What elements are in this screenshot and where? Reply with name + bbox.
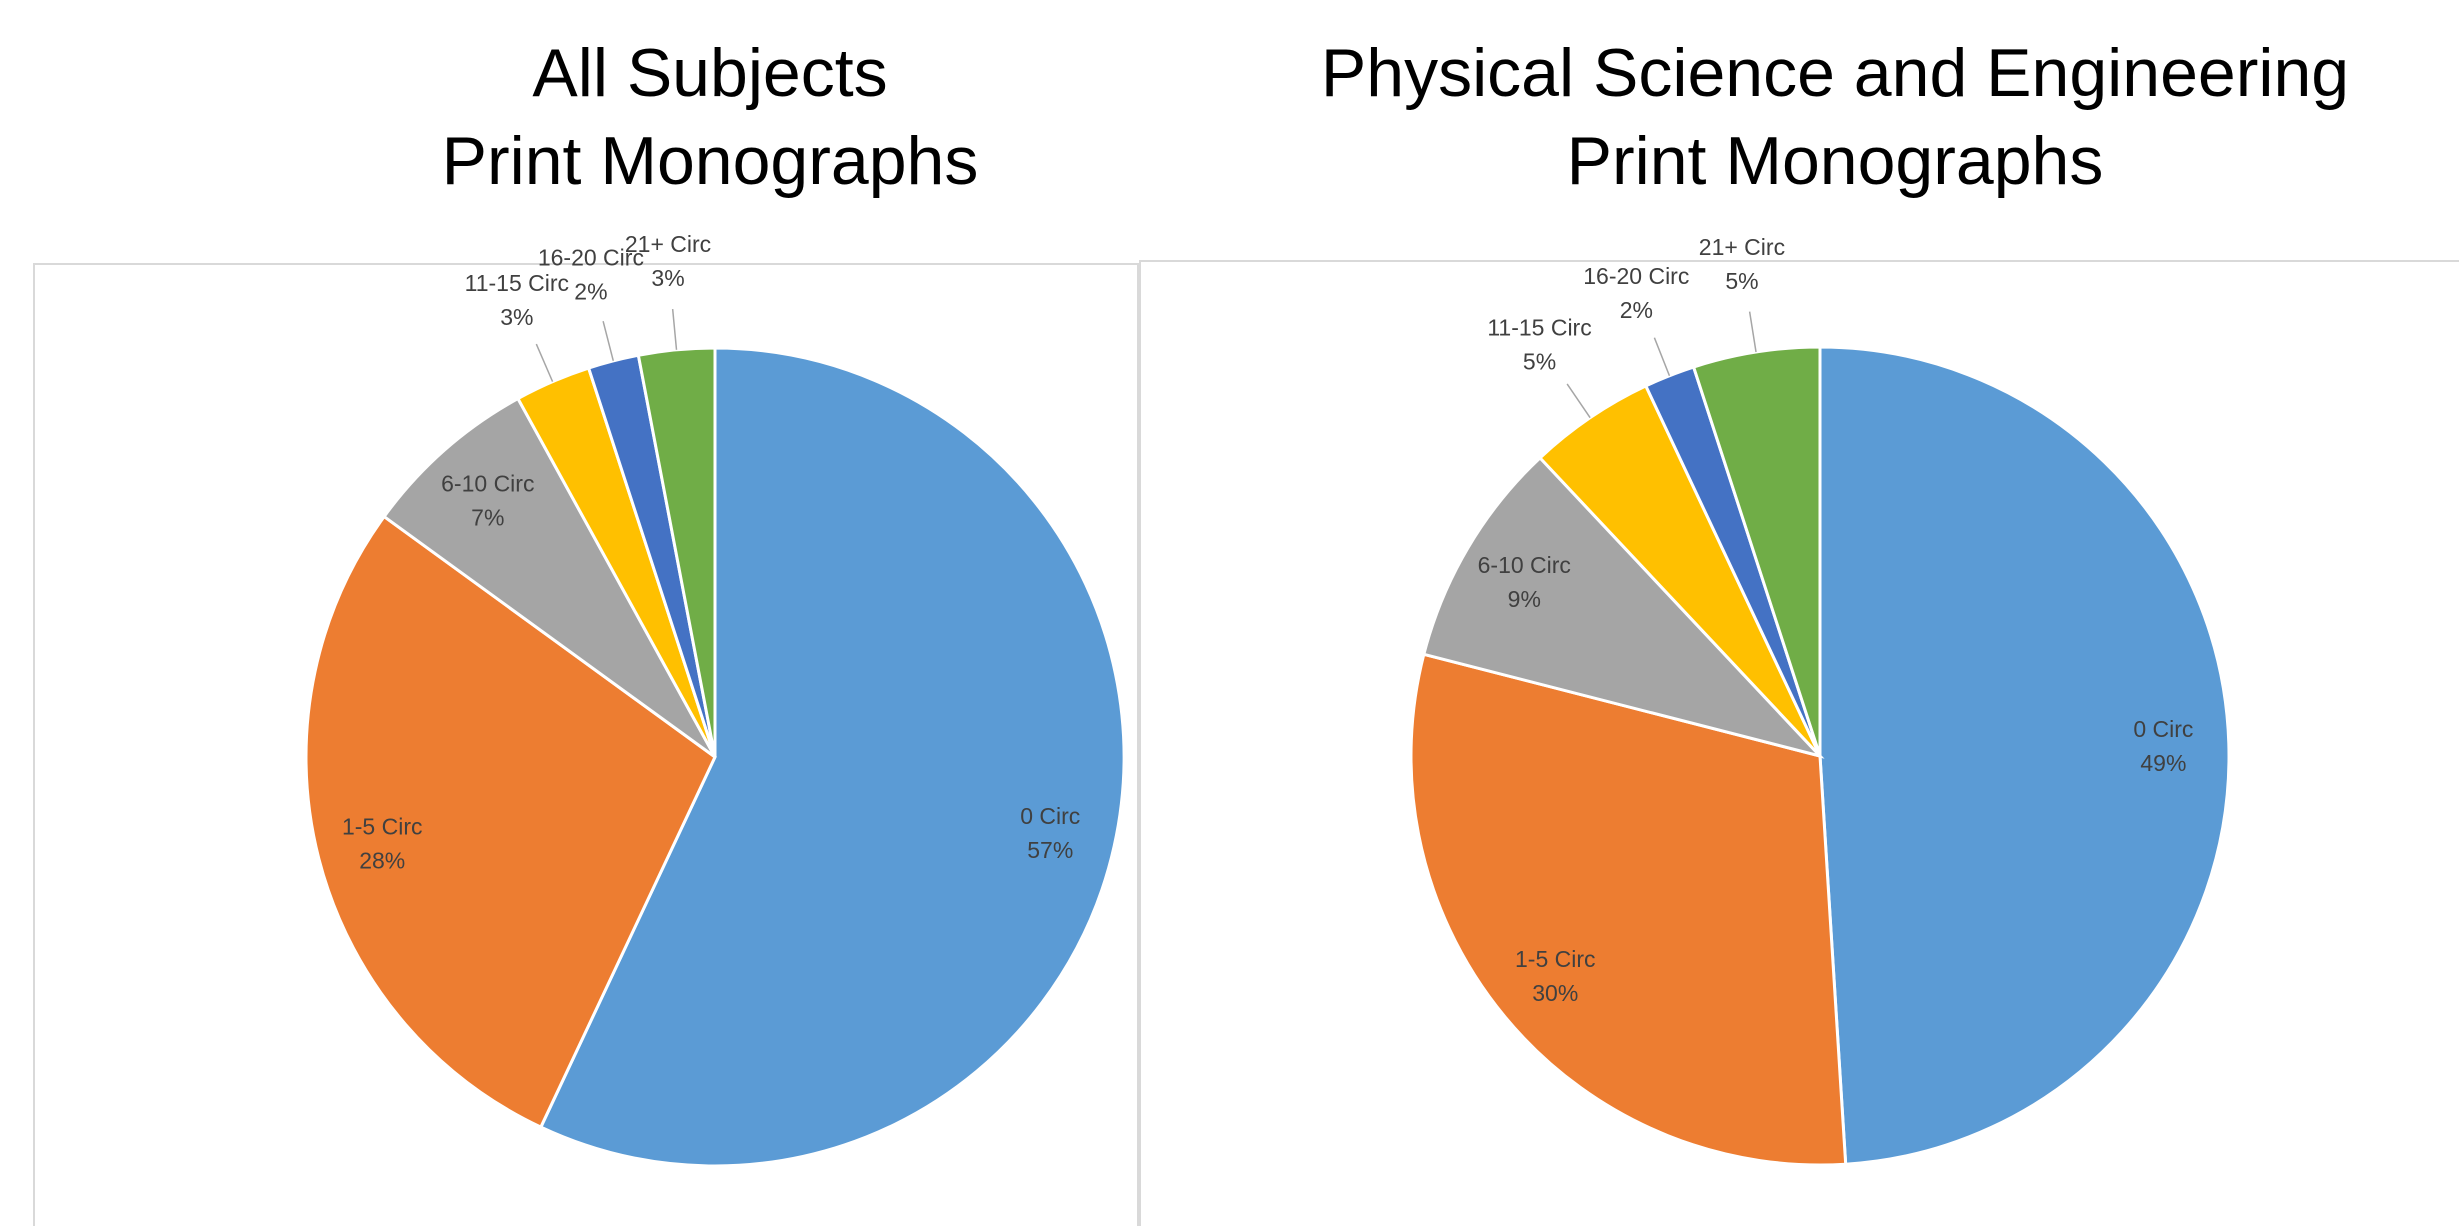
slice-category: 21+ Circ: [1699, 234, 1785, 260]
slice-value-label: 57%: [1027, 837, 1073, 863]
pie-slice: [1409, 652, 1848, 1167]
leader-line: [535, 343, 554, 382]
chart-title: Physical Science and Engineering: [1321, 35, 2349, 111]
slice-category: 1-5 Circ: [342, 813, 423, 839]
leader-line: [1653, 337, 1671, 376]
slice-value-label: 3%: [500, 304, 533, 330]
leader-line: [602, 321, 615, 362]
slice-category: 6-10 Circ: [1478, 552, 1571, 578]
slice-category: 1-5 Circ: [1515, 946, 1596, 972]
slice-value-label: 49%: [2140, 750, 2186, 776]
chart-title: All Subjects: [532, 35, 887, 111]
pie-slice: [538, 346, 1126, 1168]
pie-slice: [1818, 345, 2231, 1166]
pie-slice: [1422, 455, 1825, 759]
slice-category: 21+ Circ: [625, 231, 711, 257]
slice-category: 11-15 Circ: [1487, 314, 1591, 340]
slice-category: 16-20 Circ: [538, 245, 644, 271]
slice-category: 0 Circ: [2133, 716, 2193, 742]
slice-category: 11-15 Circ: [465, 270, 569, 296]
slice-category: 6-10 Circ: [441, 470, 534, 496]
slice-value-label: 9%: [1508, 586, 1541, 612]
slice-category: 16-20 Circ: [1583, 263, 1689, 289]
slice-category: 0 Circ: [1020, 803, 1080, 829]
slice-value-label: 30%: [1532, 980, 1578, 1006]
slice-value-label: 2%: [574, 279, 607, 305]
slice-value-label: 5%: [1523, 348, 1556, 374]
slice-value-label: 28%: [359, 847, 405, 873]
pie-slice: [304, 514, 717, 1130]
pie-slice: [382, 396, 717, 759]
slice-value-label: 7%: [471, 504, 504, 530]
chart-title: Print Monographs: [1567, 123, 2104, 199]
leader-line: [1748, 311, 1757, 353]
chart-title: Print Monographs: [442, 123, 979, 199]
leader-line: [1566, 383, 1591, 419]
pie-slice: [636, 346, 717, 758]
leader-line: [671, 309, 678, 350]
slice-value-label: 5%: [1725, 268, 1758, 294]
slice-value-label: 2%: [1620, 297, 1653, 323]
slice-value-label: 3%: [651, 265, 684, 291]
